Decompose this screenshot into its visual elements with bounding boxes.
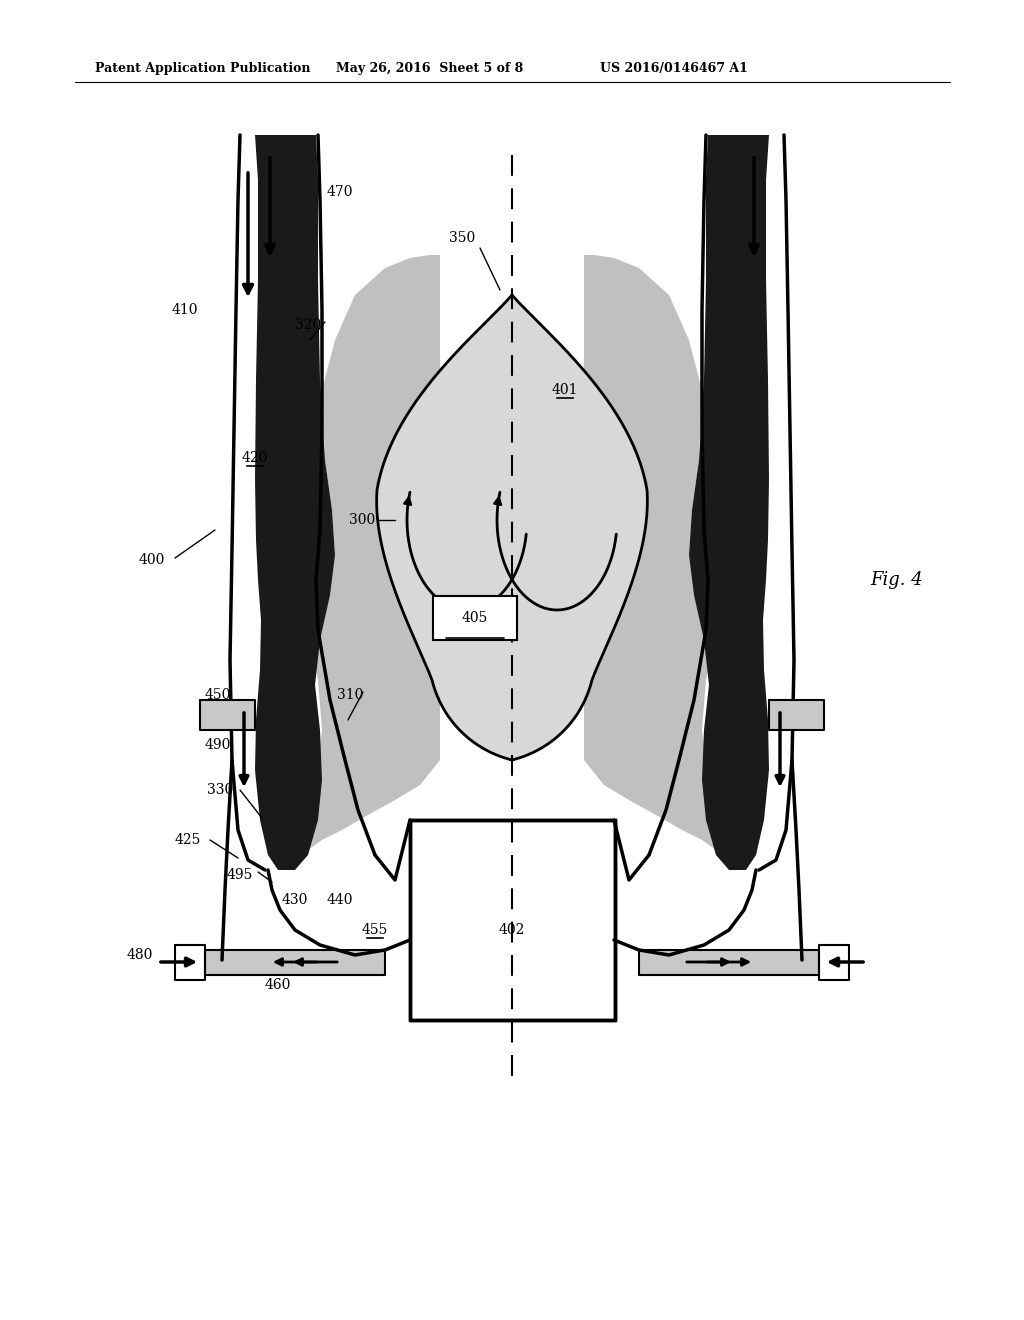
Text: 495: 495 xyxy=(226,869,253,882)
Text: 300: 300 xyxy=(349,513,375,527)
Polygon shape xyxy=(377,294,647,760)
Polygon shape xyxy=(205,950,385,975)
Text: May 26, 2016  Sheet 5 of 8: May 26, 2016 Sheet 5 of 8 xyxy=(336,62,523,75)
Text: 430: 430 xyxy=(282,894,308,907)
Text: US 2016/0146467 A1: US 2016/0146467 A1 xyxy=(600,62,748,75)
Polygon shape xyxy=(255,135,335,870)
Text: 401: 401 xyxy=(552,383,579,397)
Text: 402: 402 xyxy=(499,923,525,937)
Text: Fig. 4: Fig. 4 xyxy=(870,572,923,589)
Polygon shape xyxy=(639,950,819,975)
Text: Patent Application Publication: Patent Application Publication xyxy=(95,62,310,75)
Text: 455: 455 xyxy=(361,923,388,937)
FancyBboxPatch shape xyxy=(433,597,517,640)
Text: 490: 490 xyxy=(205,738,231,752)
Text: 400: 400 xyxy=(139,553,165,568)
Text: 320: 320 xyxy=(295,318,322,333)
Text: 330: 330 xyxy=(207,783,233,797)
Polygon shape xyxy=(584,255,719,850)
Text: 460: 460 xyxy=(265,978,291,993)
Text: 310: 310 xyxy=(337,688,364,702)
Text: 480: 480 xyxy=(127,948,154,962)
Polygon shape xyxy=(410,820,615,1020)
Text: 470: 470 xyxy=(327,185,353,199)
Text: 410: 410 xyxy=(172,304,199,317)
Text: 440: 440 xyxy=(327,894,353,907)
Text: 425: 425 xyxy=(175,833,201,847)
Polygon shape xyxy=(305,255,440,850)
Text: 420: 420 xyxy=(242,451,268,465)
Polygon shape xyxy=(769,700,824,730)
Polygon shape xyxy=(689,135,769,870)
Polygon shape xyxy=(200,700,255,730)
Text: 350: 350 xyxy=(449,231,475,246)
Text: 405: 405 xyxy=(462,611,488,624)
Text: 450: 450 xyxy=(205,688,231,702)
